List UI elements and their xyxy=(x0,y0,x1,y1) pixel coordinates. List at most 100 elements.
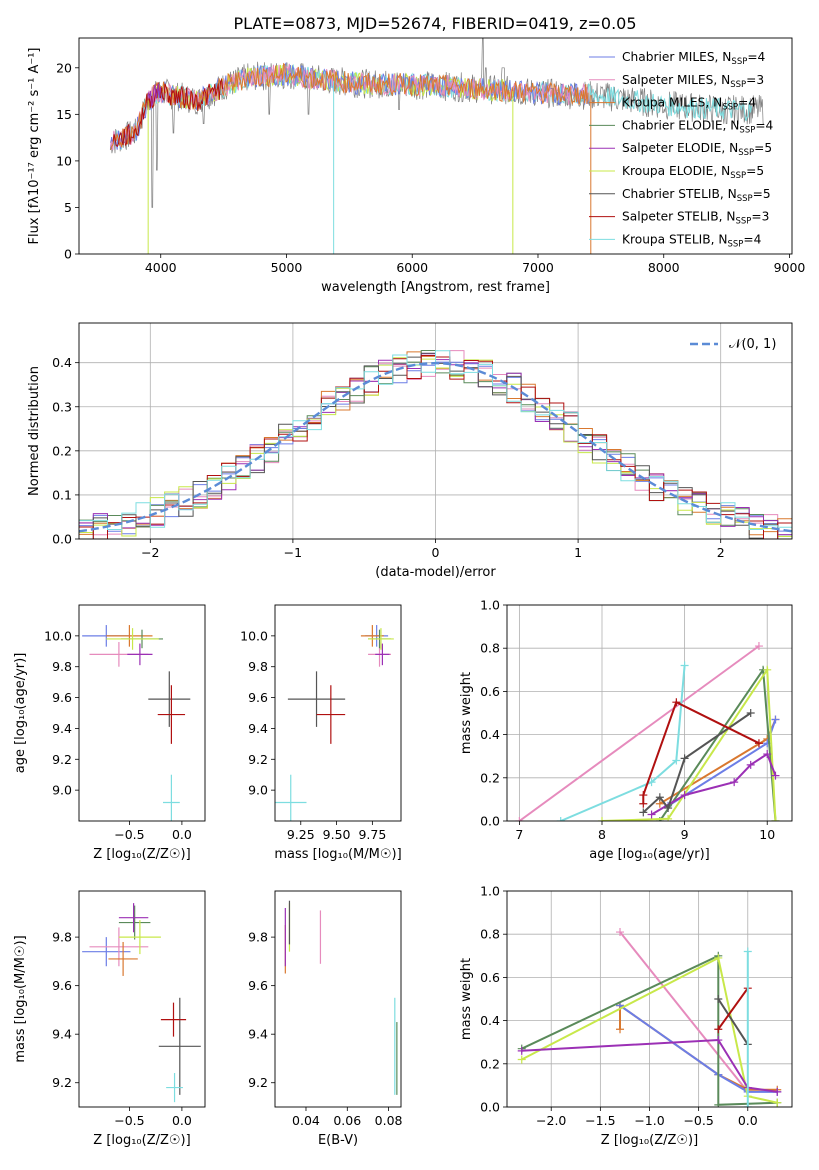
y-tick-label: 9.6 xyxy=(52,690,72,705)
y-tick-label: 0.1 xyxy=(52,487,72,502)
x-tick-label: 10 xyxy=(759,827,775,842)
y-tick-label: 9.6 xyxy=(248,690,268,705)
y-tick-label: 0.2 xyxy=(480,770,500,785)
y-axis-label: age [log₁₀(age/yr)] xyxy=(13,653,28,774)
y-tick-label: 20 xyxy=(56,60,72,75)
x-axis-label: Z [log₁₀(Z/Z☉)] xyxy=(93,1133,190,1148)
weight-marker-kroupa_elodie xyxy=(714,953,723,962)
y-tick-label: 9.4 xyxy=(52,721,72,736)
normal-curve xyxy=(79,361,792,533)
legend-label-salpeter_miles: Salpeter MILES, NSSP=3 xyxy=(622,73,764,90)
error-bars xyxy=(82,903,201,1103)
y-tick-label: 0 xyxy=(64,247,72,262)
x-axis-label: age [log₁₀(age/yr)] xyxy=(589,847,710,862)
x-tick-label: 0.04 xyxy=(292,1113,320,1128)
x-axis-label: mass [log₁₀(M/M☉)] xyxy=(274,847,401,862)
mass-vs-ebv-panel: 0.04 0.06 0.08 9.2 9.4 9.6 9.8 E(B-V) xyxy=(248,890,403,1148)
weight-marker-salpeter_stelib xyxy=(639,791,648,800)
x-tick-label: 6000 xyxy=(396,260,428,275)
histogram-step-kroupa_stelib xyxy=(79,350,792,530)
weight-line-salpeter_miles xyxy=(619,931,749,1093)
y-tick-label: 1.0 xyxy=(480,884,500,899)
x-tick-label: −0.5 xyxy=(114,827,144,842)
axes-frame xyxy=(506,604,793,822)
weight-marker-chabrier_stelib xyxy=(664,804,673,813)
y-tick-label: 5 xyxy=(64,200,72,215)
model-spectrum-kroupa_miles xyxy=(109,62,589,151)
weight-marker-salpeter_elodie xyxy=(714,1036,723,1045)
weight-marker-salpeter_miles xyxy=(515,817,524,821)
legend-label-normal: 𝒩(0, 1) xyxy=(729,337,776,352)
y-tick-label: 1.0 xyxy=(480,598,500,613)
weight-line-chabrier_stelib xyxy=(717,998,749,1045)
weight-marker-chabrier_stelib xyxy=(655,793,664,802)
weight-marker-salpeter_elodie xyxy=(773,1087,782,1096)
y-axis-label: mass [log₁₀(M/M☉)] xyxy=(13,935,28,1062)
y-tick-label: 9.2 xyxy=(52,752,72,767)
mass-vs-metallicity-panel: −0.5 0.0 9.2 9.4 9.6 9.8 Z [log₁₀(Z/Z☉)] mass [… xyxy=(13,890,206,1148)
model-spectrum-salpeter_elodie xyxy=(147,84,162,107)
axes-frame xyxy=(78,322,793,540)
x-tick-label: 9000 xyxy=(774,260,806,275)
weight-marker-salpeter_stelib xyxy=(672,698,681,707)
y-tick-label: 9.4 xyxy=(248,721,268,736)
y-tick-label: 15 xyxy=(56,107,72,122)
weight-marker-salpeter_elodie xyxy=(730,778,739,787)
weight-marker-kroupa_elodie xyxy=(771,817,780,821)
legend-label-chabrier_stelib: Chabrier STELIB, NSSP=5 xyxy=(622,187,771,204)
weight-marker-chabrier_stelib xyxy=(714,995,723,1003)
x-tick-label: 2 xyxy=(717,545,725,560)
weight-marker-kroupa_elodie xyxy=(598,817,606,821)
x-tick-label: −2.0 xyxy=(536,1113,566,1128)
y-axis-label: Normed distribution xyxy=(27,366,42,496)
y-tick-label: 0.6 xyxy=(480,684,500,699)
y-tick-label: 10 xyxy=(56,153,72,168)
error-bars xyxy=(82,625,191,821)
y-tick-label: 0.6 xyxy=(480,970,500,985)
y-tick-label: 9.6 xyxy=(248,978,268,993)
x-tick-label: 7000 xyxy=(522,260,554,275)
x-axis-label: E(B-V) xyxy=(318,1133,358,1148)
y-tick-label: 10.0 xyxy=(240,628,268,643)
weight-marker-kroupa_miles xyxy=(616,1025,625,1034)
model-spectrum-salpeter_stelib xyxy=(112,77,224,147)
y-tick-label: 0.3 xyxy=(52,399,72,414)
x-tick-label: 8 xyxy=(598,827,606,842)
x-tick-label: −1.0 xyxy=(634,1113,664,1128)
residual-histogram-panel: −2 −1 0 1 2 0.0 0.1 0.2 0.3 0.4 (data-model)/error… xyxy=(27,322,793,580)
weight-marker-salpeter_stelib xyxy=(714,1025,723,1034)
weight-marker-kroupa_stelib xyxy=(556,817,565,821)
weight-marker-kroupa_elodie xyxy=(773,1098,782,1107)
age-vs-metallicity-panel: −0.5 0.0 9.0 9.2 9.4 9.6 9.8 10.0 Z [log₁₀(Z/Z☉)… xyxy=(13,604,206,862)
x-tick-label: −0.5 xyxy=(114,1113,144,1128)
axes-frame xyxy=(274,604,402,822)
weight-line-salpeter_stelib xyxy=(717,987,749,1030)
spectrum-lines xyxy=(109,38,764,254)
weight-marker-kroupa_stelib xyxy=(672,756,681,765)
x-tick-label: 7 xyxy=(515,827,523,842)
y-tick-label: 0.0 xyxy=(480,814,500,829)
error-bars xyxy=(275,625,394,821)
weight-marker-chabrier_stelib xyxy=(639,808,648,817)
weight-marker-salpeter_stelib xyxy=(754,739,763,748)
x-tick-label: 9.25 xyxy=(287,827,315,842)
y-tick-label: 9.8 xyxy=(248,659,268,674)
weight-line-chabrier_miles xyxy=(619,1004,778,1093)
y-tick-label: 0.4 xyxy=(480,1013,500,1028)
y-axis-label: Flux [fλ10⁻¹⁷ erg cm⁻² s⁻¹ A⁻¹] xyxy=(27,48,42,245)
y-axis-label: mass weight xyxy=(459,958,474,1040)
y-tick-label: 9.4 xyxy=(52,1027,72,1042)
y-tick-label: 0.8 xyxy=(480,641,500,656)
weight-marker-salpeter_elodie xyxy=(746,760,755,769)
histograms xyxy=(79,350,792,539)
y-tick-label: 0.0 xyxy=(52,532,72,547)
x-tick-label: 9 xyxy=(681,827,689,842)
weight-marker-salpeter_elodie xyxy=(763,750,772,759)
legend-label-chabrier_miles: Chabrier MILES, NSSP=4 xyxy=(622,50,766,67)
weight-marker-salpeter_elodie xyxy=(517,1046,526,1055)
x-tick-label: 0.0 xyxy=(738,1113,758,1128)
x-tick-label: 0.0 xyxy=(172,827,192,842)
x-tick-label: 4000 xyxy=(145,260,177,275)
y-tick-label: 9.4 xyxy=(248,1027,268,1042)
